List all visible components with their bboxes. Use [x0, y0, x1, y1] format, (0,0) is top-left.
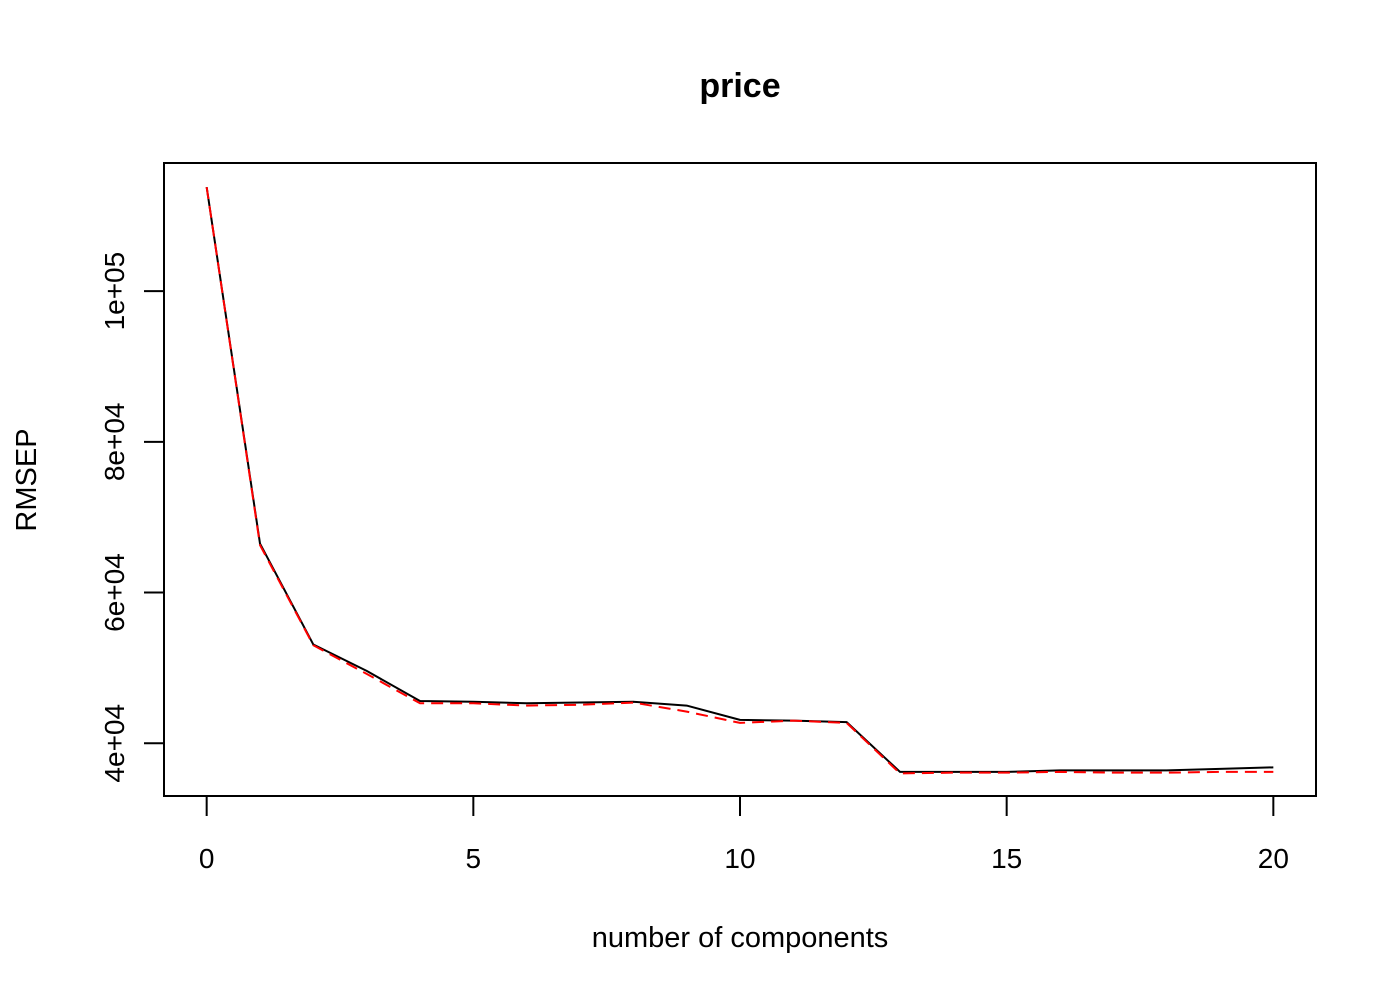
y-axis-label: RMSEP	[11, 428, 43, 531]
y-tick-label: 1e+05	[99, 252, 130, 331]
chart-title: price	[699, 67, 780, 105]
x-tick-label: 15	[991, 843, 1022, 874]
y-axis: 4e+04 6e+04 8e+04 1e+05	[99, 252, 165, 783]
series-line-0	[205, 186, 1274, 773]
x-axis: 0 5 10 15 20	[199, 795, 1289, 874]
y-tick-label: 8e+04	[99, 403, 130, 482]
x-tick-label: 0	[199, 843, 215, 874]
x-tick-label: 5	[466, 843, 482, 874]
series-layer	[205, 186, 1274, 775]
series-line-1	[205, 186, 1274, 775]
plot-area	[163, 162, 1317, 797]
x-axis-label: number of components	[592, 922, 889, 954]
y-tick-label: 4e+04	[99, 704, 130, 783]
x-tick-label: 20	[1258, 843, 1289, 874]
x-tick-label: 10	[724, 843, 755, 874]
y-tick-label: 6e+04	[99, 553, 130, 632]
